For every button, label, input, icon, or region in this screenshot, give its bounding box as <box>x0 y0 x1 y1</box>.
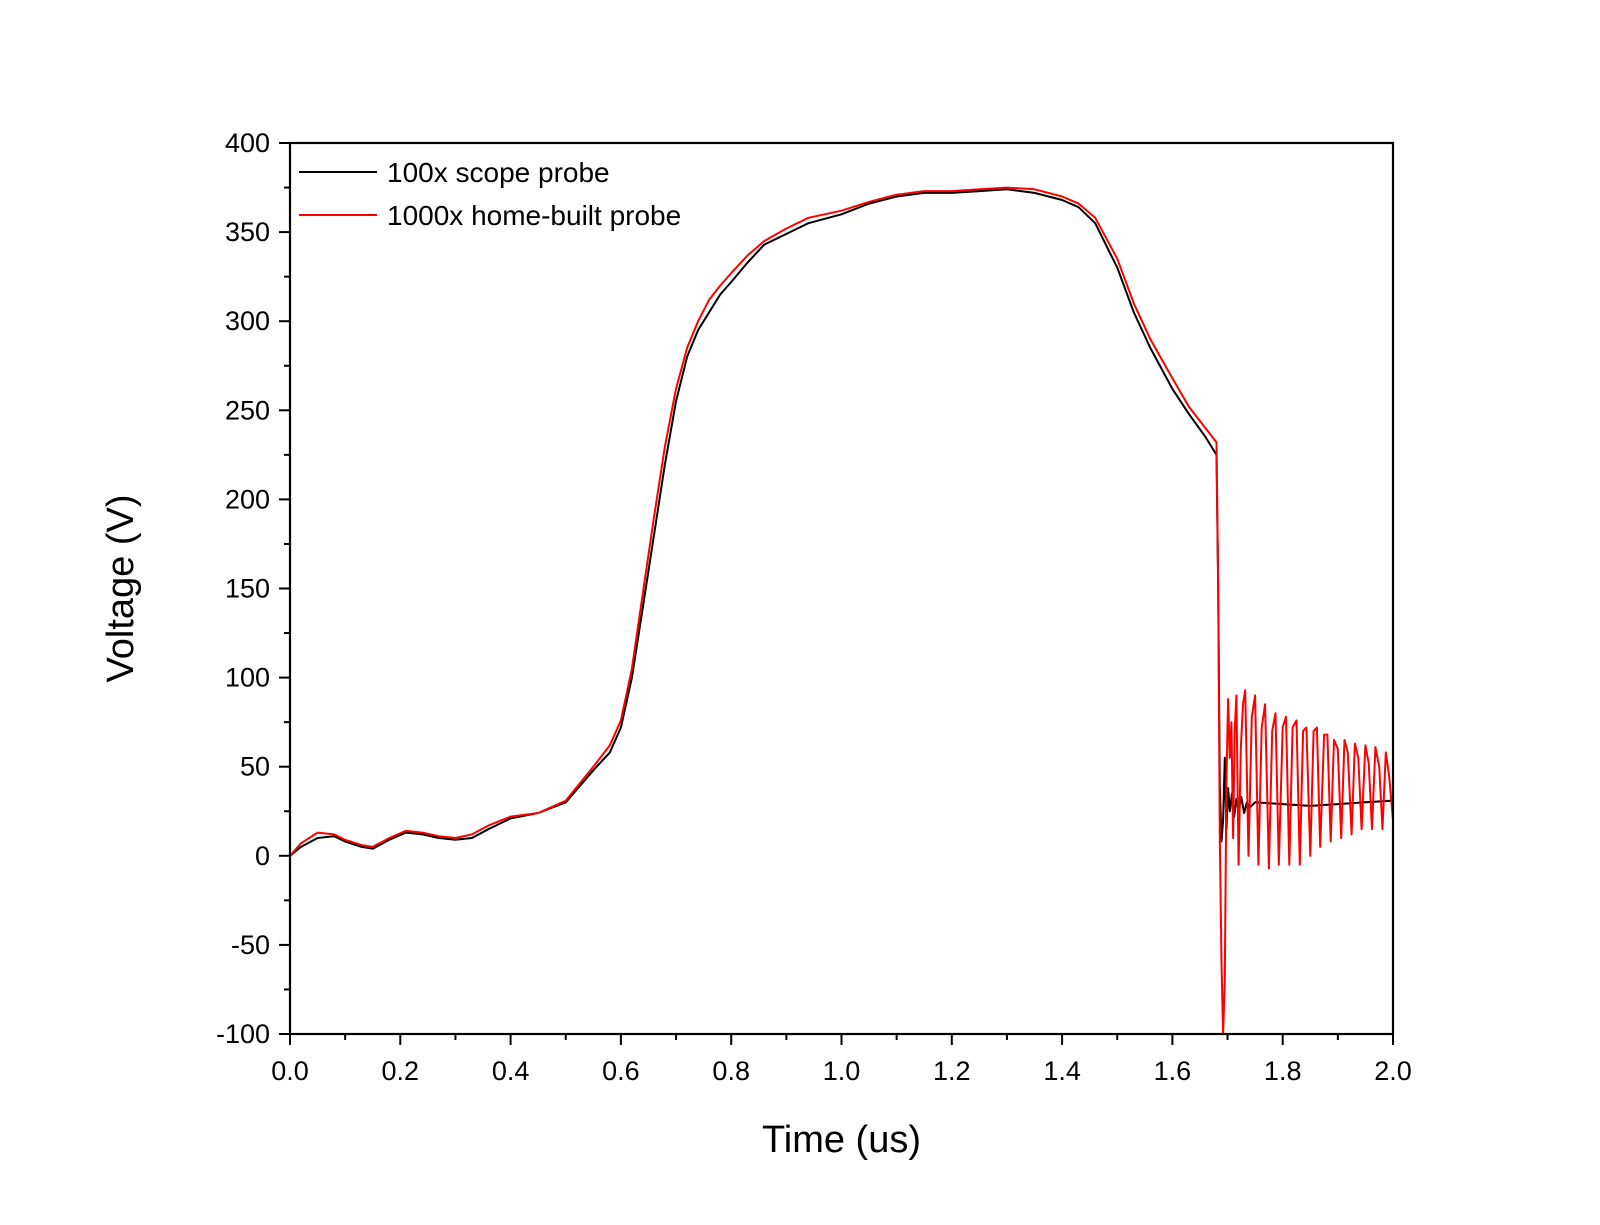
y-tick-label: 150 <box>225 574 270 604</box>
y-tick-label: 100 <box>225 663 270 693</box>
y-tick-label: 250 <box>225 395 270 425</box>
x-tick-label: 0.8 <box>712 1056 750 1086</box>
series-layer <box>289 186 1394 1035</box>
x-tick-label: 1.6 <box>1154 1056 1192 1086</box>
x-tick-label: 1.8 <box>1264 1056 1302 1086</box>
y-tick-label: 50 <box>240 752 270 782</box>
x-tick-label: 2.0 <box>1374 1056 1412 1086</box>
y-tick-label: -100 <box>216 1019 270 1049</box>
y-axis-title: Voltage (V) <box>100 495 142 683</box>
x-axis-title: Time (us) <box>762 1119 921 1161</box>
y-tick-label: 300 <box>225 306 270 336</box>
plot-frame <box>288 141 1395 1036</box>
x-tick-label: 1.2 <box>933 1056 971 1086</box>
y-tick-label: 350 <box>225 217 270 247</box>
y-tick-label: -50 <box>231 930 270 960</box>
y-tick-label: 400 <box>225 128 270 158</box>
x-tick-label: 0.0 <box>271 1056 309 1086</box>
y-tick-label: 200 <box>225 484 270 514</box>
x-tick-label: 0.6 <box>602 1056 640 1086</box>
legend: 100x scope probe 1000x home-built probe <box>299 157 681 231</box>
legend-label-1000x-home-built-probe: 1000x home-built probe <box>387 200 681 231</box>
y-tick-label: 0 <box>255 841 270 871</box>
x-tick-label: 1.0 <box>823 1056 861 1086</box>
series-line-1000x-home-built-probe <box>289 186 1394 1035</box>
legend-label-100x-scope-probe: 100x scope probe <box>387 157 610 188</box>
x-tick-label: 0.2 <box>382 1056 420 1086</box>
x-tick-label: 0.4 <box>492 1056 530 1086</box>
x-tick-label: 1.4 <box>1043 1056 1081 1086</box>
tick-labels: 0.0 0.2 0.4 0.6 0.8 1.0 1.2 1.4 1.6 1.8 2.0 -100 -50… <box>216 128 1412 1086</box>
